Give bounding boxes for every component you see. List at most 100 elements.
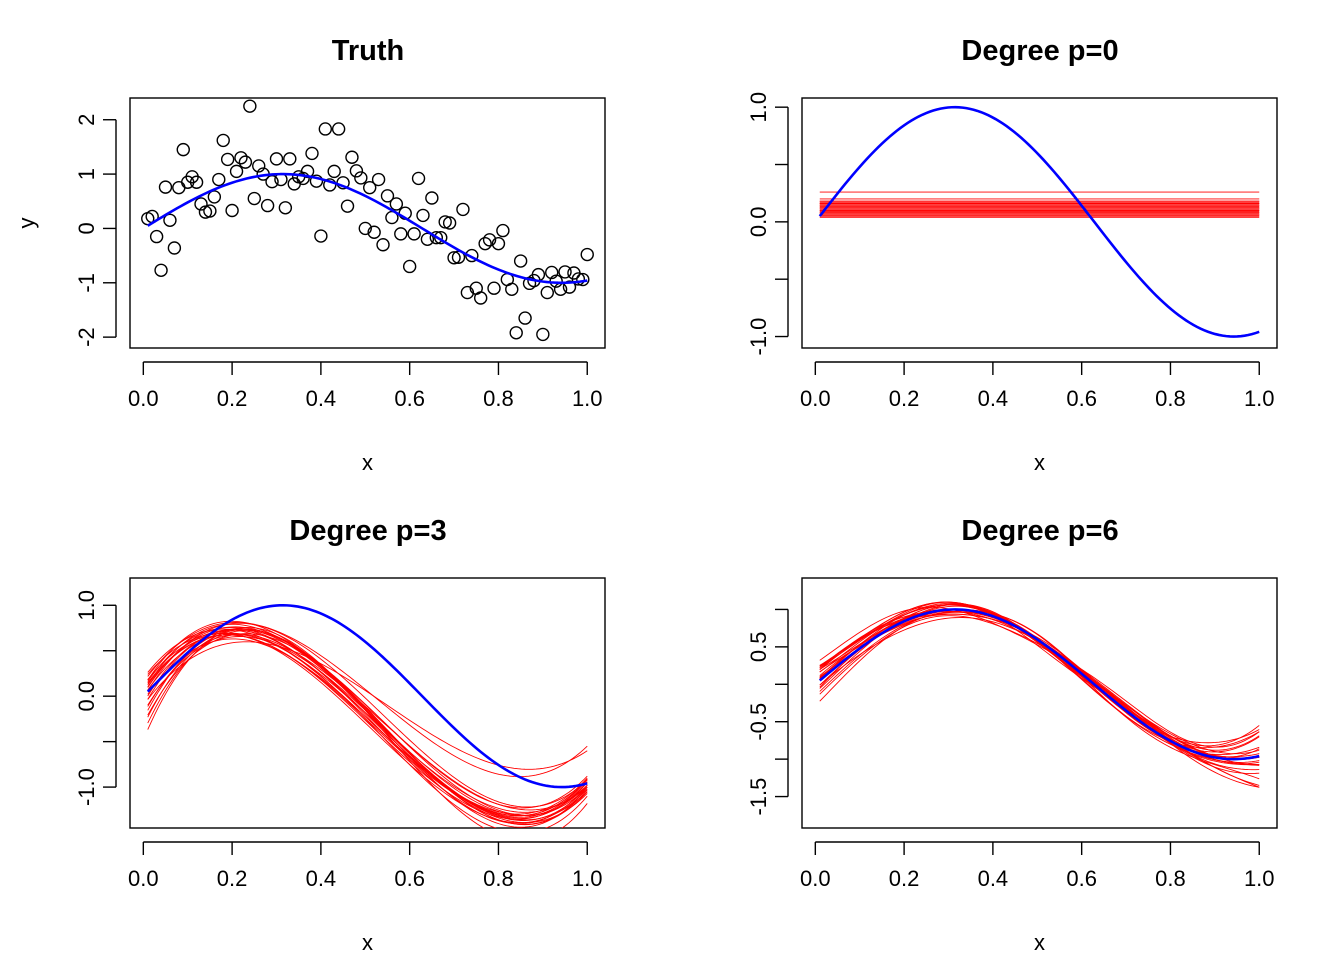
y-tick-label: 0.0 <box>74 681 99 712</box>
data-point <box>167 241 182 255</box>
x-tick-label: 0.4 <box>978 386 1009 411</box>
data-point <box>283 152 297 166</box>
data-point <box>309 174 324 188</box>
data-point <box>513 254 528 268</box>
plot-area <box>141 99 594 342</box>
data-point <box>189 175 204 189</box>
data-point <box>340 199 355 213</box>
fitted-curve <box>147 626 588 809</box>
y-tick-label: -1.0 <box>74 768 99 806</box>
x-tick-label: 1.0 <box>572 866 603 891</box>
fitted-curve <box>819 605 1260 786</box>
x-tick-label: 1.0 <box>1244 866 1275 891</box>
fitted-curve <box>147 622 588 778</box>
data-point <box>154 263 168 277</box>
fitted-curve <box>819 615 1260 748</box>
y-axis: -1.0 0.0 1.0 <box>746 92 789 355</box>
y-tick-label: 2 <box>74 114 99 126</box>
data-point <box>345 150 359 164</box>
x-tick-label: 0.2 <box>217 866 248 891</box>
data-point <box>287 177 301 191</box>
data-point <box>474 291 488 305</box>
x-tick-label: 0.0 <box>128 866 159 891</box>
data-point <box>247 191 261 206</box>
x-tick-label: 0.2 <box>889 386 920 411</box>
x-tick-label: 0.6 <box>394 866 425 891</box>
data-point <box>487 281 501 295</box>
x-tick-label: 0.2 <box>889 866 920 891</box>
data-point <box>518 311 532 325</box>
y-axis: -1.5 -0.5 0.5 <box>746 608 789 816</box>
fitted-curve <box>819 606 1260 771</box>
data-point <box>367 225 381 239</box>
data-point <box>331 122 346 136</box>
panel-title: Truth <box>332 35 405 67</box>
data-point <box>420 232 435 247</box>
x-tick-label: 0.6 <box>1066 386 1097 411</box>
panel-truth: Truth 0.0 0.2 0.4 0.6 0.8 1.0 x -2 -1 0 1 2 y <box>14 35 606 475</box>
data-point <box>314 229 328 243</box>
data-point <box>318 122 333 136</box>
data-point <box>305 146 319 161</box>
data-point <box>243 99 257 113</box>
x-tick-label: 0.4 <box>306 386 337 411</box>
x-axis-label: x <box>1034 930 1045 955</box>
plot-frame <box>801 97 1278 349</box>
data-point <box>371 172 386 187</box>
x-tick-label: 0.8 <box>1155 866 1186 891</box>
data-point <box>265 174 279 189</box>
data-point <box>380 189 395 203</box>
y-axis: -2 -1 0 1 2 <box>74 114 117 347</box>
data-point <box>225 203 239 218</box>
y-tick-label: -1 <box>74 273 99 293</box>
x-axis-label: x <box>362 930 373 955</box>
data-point <box>354 171 368 185</box>
data-point <box>478 236 492 251</box>
fitted-curve <box>147 628 588 818</box>
y-tick-label: -0.5 <box>746 703 771 741</box>
y-tick-label: 1.0 <box>746 92 771 123</box>
x-axis-label: x <box>1034 450 1045 475</box>
data-point <box>394 227 408 241</box>
fitted-curve <box>819 610 1260 758</box>
data-point <box>482 233 497 247</box>
data-point <box>558 265 572 279</box>
data-point <box>176 142 190 157</box>
data-point <box>296 171 310 186</box>
data-point <box>540 285 554 300</box>
data-point <box>158 180 173 194</box>
data-point <box>447 251 461 265</box>
x-tick-label: 0.0 <box>128 386 159 411</box>
data-point <box>456 202 470 217</box>
x-axis: 0.0 0.2 0.4 0.6 0.8 1.0 <box>800 361 1275 411</box>
fitted-curve <box>819 611 1260 758</box>
fitted-curve <box>147 633 588 824</box>
panel-degree-0: Degree p=0 0.0 0.2 0.4 0.6 0.8 1.0 x -1.0 0.0 1.0 <box>746 35 1278 475</box>
data-point <box>505 282 519 297</box>
fitted-curve <box>147 628 588 815</box>
data-point <box>545 265 559 280</box>
x-tick-label: 0.8 <box>483 866 514 891</box>
plot-frame <box>129 577 606 829</box>
data-point <box>363 180 377 195</box>
fitted-curve <box>819 608 1260 780</box>
y-tick-label: 0.0 <box>746 207 771 238</box>
panel-title: Degree p=6 <box>961 515 1118 547</box>
fitted-curve <box>147 630 588 828</box>
fitted-curve <box>819 601 1260 765</box>
data-point <box>425 191 439 205</box>
plot-area <box>146 603 588 828</box>
x-tick-label: 0.4 <box>306 866 337 891</box>
panel-degree-6: Degree p=6 0.0 0.2 0.4 0.6 0.8 1.0 x -1.5 -0.5 0.… <box>746 515 1278 955</box>
data-point <box>562 280 577 294</box>
x-tick-label: 1.0 <box>1244 386 1275 411</box>
x-axis: 0.0 0.2 0.4 0.6 0.8 1.0 <box>128 841 603 891</box>
data-point <box>536 327 550 342</box>
x-tick-label: 0.8 <box>483 386 514 411</box>
data-point <box>229 164 244 179</box>
plot-area <box>818 601 1260 788</box>
data-point <box>465 248 479 263</box>
x-axis: 0.0 0.2 0.4 0.6 0.8 1.0 <box>800 841 1275 891</box>
data-point <box>194 197 208 211</box>
fitted-curve <box>147 638 588 821</box>
